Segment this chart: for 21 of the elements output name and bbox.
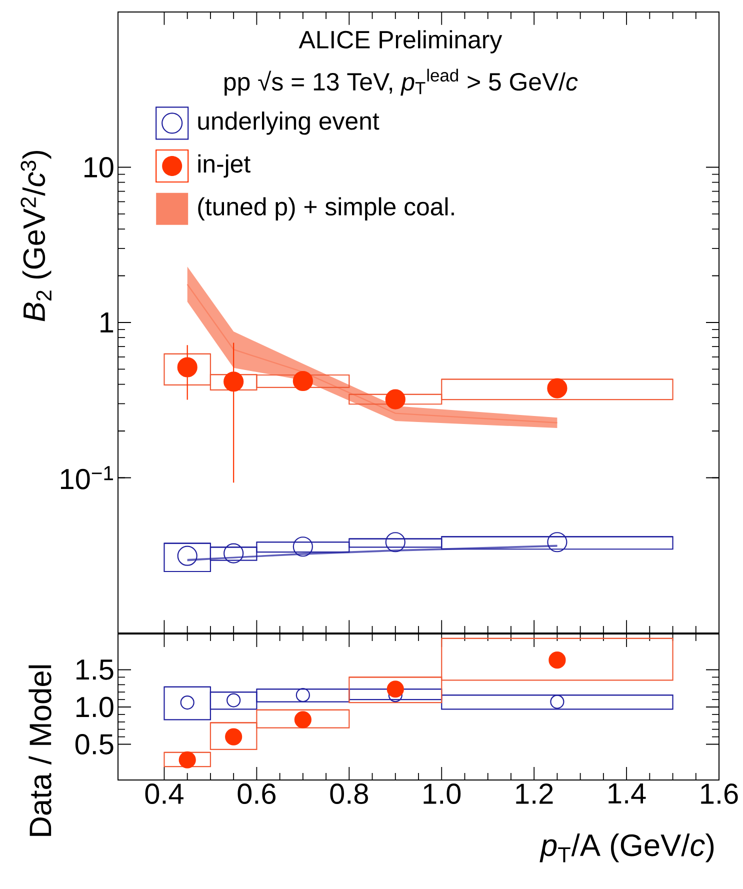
x-tick-label: 1.2 (516, 784, 553, 804)
legend-label: in-jet (198, 154, 250, 178)
y-tick-label: 0.5 (75, 734, 114, 754)
legend-label: underlying event (198, 112, 380, 135)
x-tick-label: 1.0 (424, 784, 461, 804)
text: pp √s = 13 TeV, p$_{T}$$^{lead}$ > 5 GeV/c (224, 68, 578, 96)
x-tick-label: 0.6 (238, 784, 276, 804)
x-tick-label: 0.8 (330, 784, 368, 804)
text: ALICE Preliminary (298, 30, 502, 54)
y-tick-label: 10$^{−1}$ (60, 466, 113, 490)
y-tick-label: 1.5 (76, 660, 114, 680)
y-tick-label: 1 (100, 312, 114, 332)
y-tick-label: 10 (84, 157, 114, 178)
x-axis-title: p$_{T}$/A (GeV/c) (540, 834, 714, 862)
x-tick-label: 1.4 (608, 784, 646, 804)
x-tick-label: 1.6 (701, 784, 738, 804)
y-axis-title: Data / Model (28, 665, 52, 836)
y-tick-label: 1.0 (76, 696, 114, 718)
legend-label: (tuned p) + simple coal. (198, 197, 454, 220)
x-tick-label: 0.4 (145, 784, 184, 804)
y-axis-title: B$_{2}$ (GeV$^{2}$/c$^{3}$) (20, 150, 52, 322)
